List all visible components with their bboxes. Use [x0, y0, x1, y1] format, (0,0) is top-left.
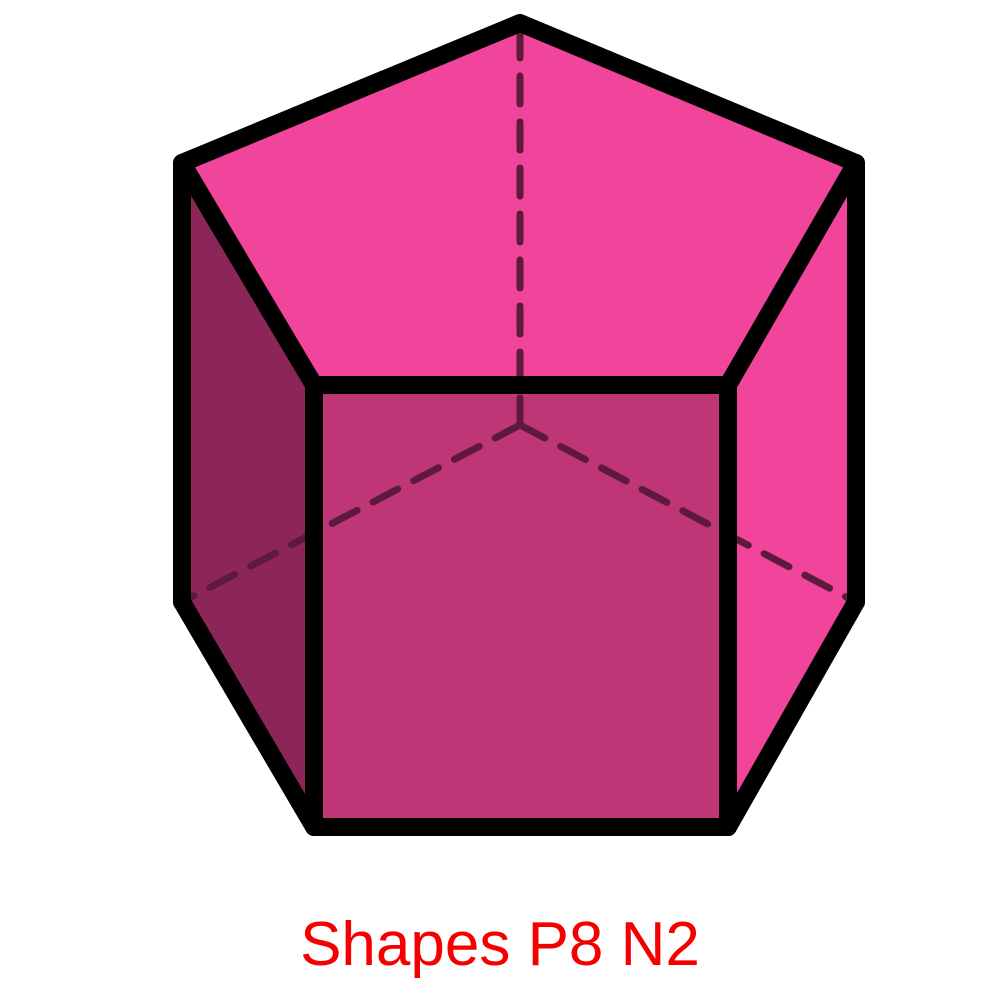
hidden-right-edge: [516, 421, 856, 604]
hidden-left-edge: [182, 421, 524, 604]
hidden-edges: [182, 26, 856, 604]
top-face: [182, 23, 856, 385]
top-pentagon-outline: [173, 14, 865, 394]
outline: [173, 14, 865, 836]
front-face: [314, 385, 728, 827]
left-face: [182, 163, 314, 827]
bottom-visible-edges: [173, 593, 865, 836]
right-face: [728, 163, 856, 827]
caption: Shapes P8 N2: [300, 910, 700, 979]
